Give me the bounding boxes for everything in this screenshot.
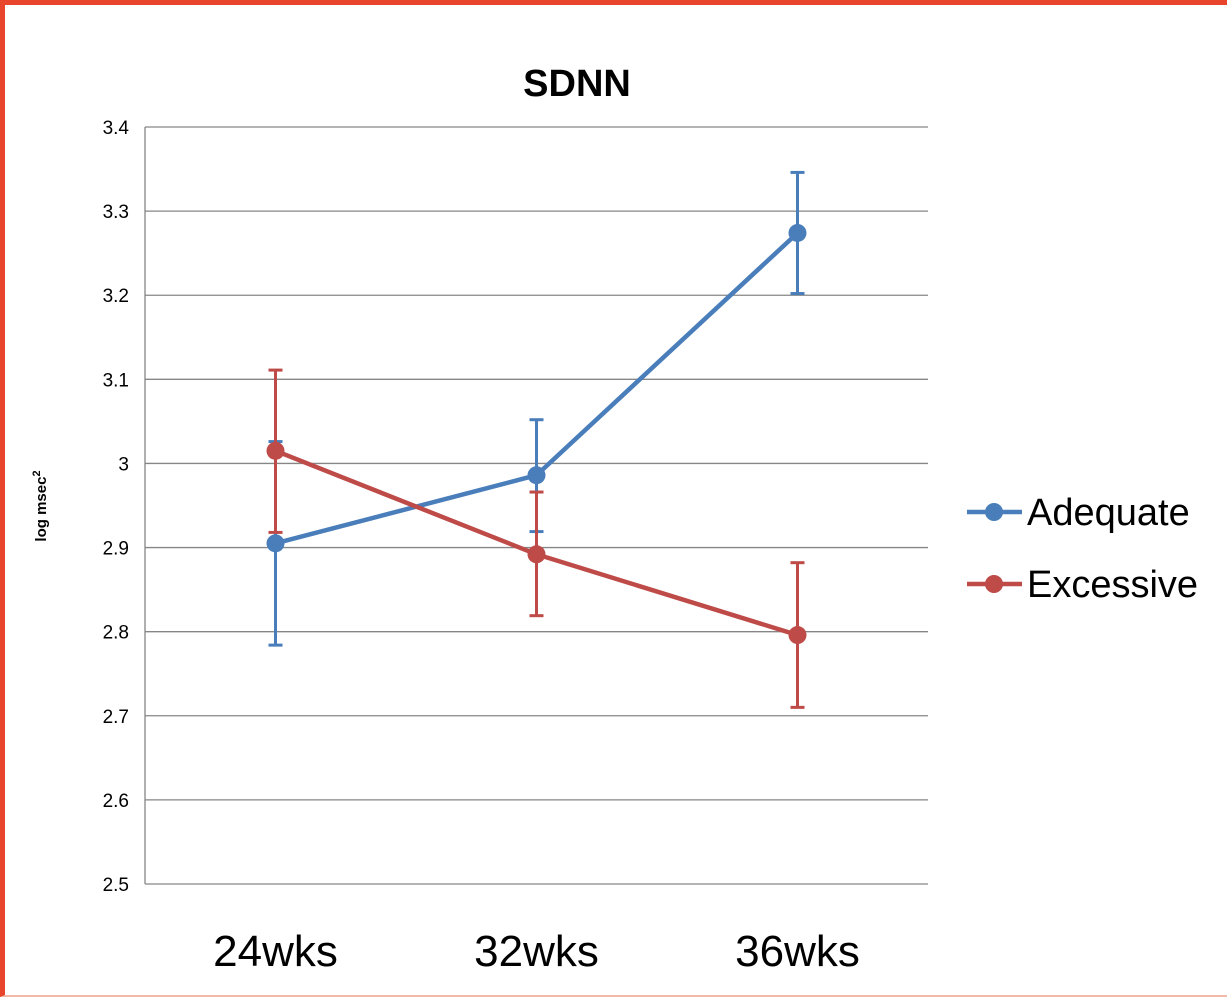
data-point bbox=[266, 534, 285, 553]
y-tick-label: 3.2 bbox=[103, 286, 129, 307]
data-point bbox=[266, 441, 285, 460]
legend-label: Excessive bbox=[1027, 564, 1198, 606]
y-tick-labels: 2.5 2.6 2.7 2.8 2.9 3 3.1 3.2 3.3 3.4 bbox=[103, 118, 130, 896]
data-point bbox=[527, 466, 546, 485]
y-tick-label: 2.9 bbox=[103, 539, 129, 560]
y-tick-label: 2.6 bbox=[103, 791, 129, 812]
y-tick-label: 2.7 bbox=[103, 707, 129, 728]
series-layer bbox=[266, 170, 807, 709]
series-excessive bbox=[266, 368, 807, 709]
y-axis-label-text: log msec bbox=[33, 477, 50, 542]
legend: Adequate Excessive bbox=[967, 492, 1198, 606]
y-tick-label: 3.4 bbox=[103, 118, 130, 139]
y-tick-label: 3.1 bbox=[103, 370, 129, 391]
y-axis-label: log msec2 bbox=[31, 470, 50, 541]
y-tick-label: 2.5 bbox=[103, 875, 129, 896]
data-point bbox=[788, 223, 807, 242]
y-axis-label-superscript: 2 bbox=[31, 470, 43, 476]
y-tick-label: 3.3 bbox=[103, 202, 129, 223]
x-tick-labels: 24wks 32wks 36wks bbox=[213, 927, 860, 976]
x-tick-label: 24wks bbox=[213, 927, 338, 976]
x-tick-label: 36wks bbox=[735, 927, 860, 976]
chart-title: SDNN bbox=[523, 63, 631, 105]
legend-marker bbox=[985, 503, 1003, 521]
data-point bbox=[527, 545, 546, 564]
y-tick-label: 3 bbox=[118, 454, 129, 475]
y-tick-label: 2.8 bbox=[103, 623, 129, 644]
x-tick-label: 32wks bbox=[474, 927, 599, 976]
legend-marker bbox=[985, 575, 1003, 593]
legend-label: Adequate bbox=[1027, 492, 1190, 534]
data-point bbox=[788, 626, 807, 645]
